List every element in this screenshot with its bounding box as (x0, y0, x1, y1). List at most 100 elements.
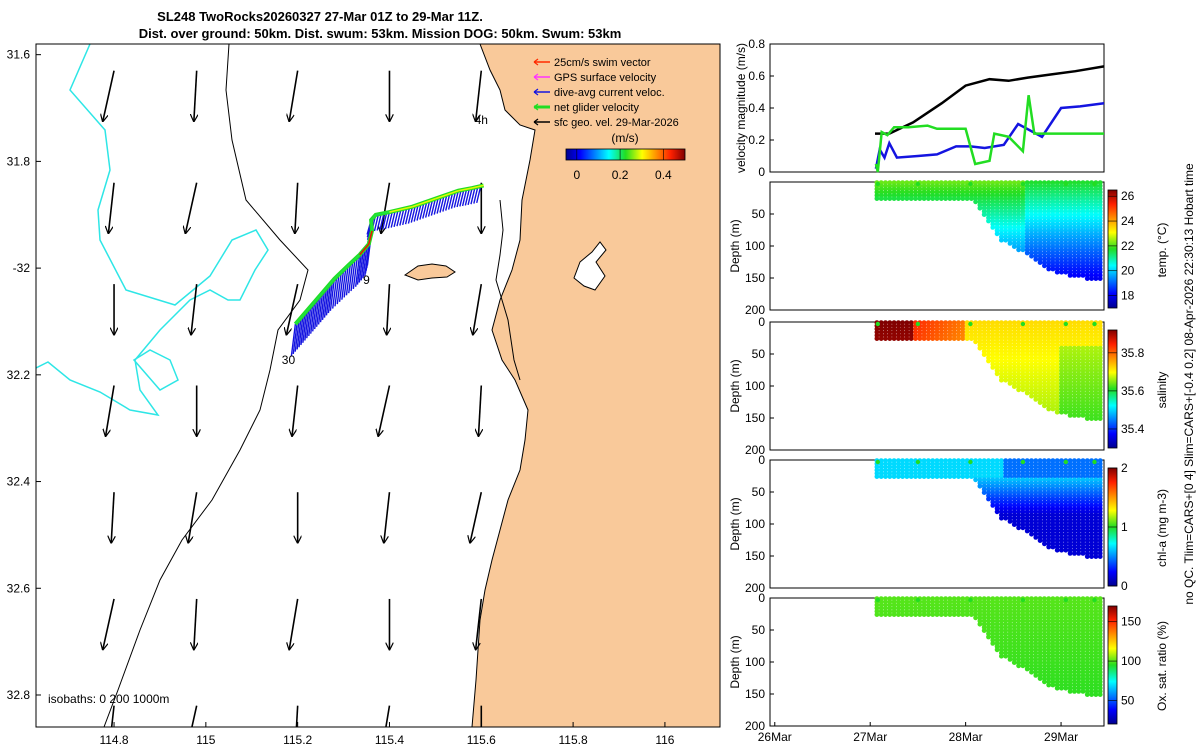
oxygen-data-point (1097, 692, 1103, 697)
dive-avg-current-stick (341, 267, 347, 300)
oxygen-data-point (1054, 685, 1060, 691)
dive-avg-current-stick (419, 202, 425, 220)
oxygen-data-point (1063, 685, 1069, 691)
salinity-data-point (874, 336, 880, 341)
salinity-data-point (1097, 416, 1103, 421)
salinity-y-ticks: 0 50 100 150 200 (745, 315, 774, 457)
chla-data-point (930, 474, 936, 479)
map-y-tick-label: 32.8 (7, 688, 31, 702)
swim-speed-segment (389, 205, 413, 213)
oxygen-data-point (956, 612, 961, 617)
salinity-data-point (999, 377, 1004, 383)
glider-track-group (290, 183, 485, 357)
chla-data-point (956, 474, 961, 479)
dive-avg-current-stick (436, 196, 442, 214)
dive-avg-current-stick (343, 265, 349, 298)
chla-data-point (934, 474, 940, 479)
oxygen-surface-point (1020, 597, 1026, 603)
salinity-data-point (1016, 387, 1021, 393)
map-legend: 25cm/s swim vector GPS surface velocity di… (533, 57, 679, 129)
dive-avg-current-stick (413, 204, 419, 222)
time-x-tick-label: 28Mar (949, 730, 983, 744)
salinity-data-point (994, 371, 1000, 377)
chla-colorbar-label: chl-a (mg m-3) (1155, 489, 1169, 567)
temperature-colorbar-tick-label: 26 (1121, 189, 1135, 203)
oxygen-data-point (1020, 663, 1026, 669)
geo-velocity-arrow (194, 598, 197, 649)
temperature-data-point (891, 196, 897, 202)
dive-avg-current-stick (464, 188, 471, 206)
salinity-data-point (921, 336, 927, 341)
chla-data-point (1016, 525, 1021, 531)
oxygen-y-tick-label: 100 (745, 655, 765, 669)
swim-speed-segment (375, 211, 390, 216)
temperature-surface-point (915, 181, 921, 187)
map-y-tick-label: 32.4 (7, 475, 31, 489)
map-x-tick-label: 115 (196, 733, 215, 747)
oxygen-data-point (1067, 689, 1073, 694)
legend-arrowhead (533, 103, 539, 111)
oxygen-data-point (926, 612, 931, 617)
oxygen-data-point (994, 647, 1000, 653)
oxygen-data-point (1033, 673, 1039, 678)
velocity-y-tick-label: 0.8 (748, 37, 765, 51)
geo-velocity-arrow (378, 385, 391, 436)
dive-avg-current-stick (345, 263, 352, 296)
oxygen-y-tick-label: 50 (752, 623, 766, 637)
temperature-colorbar-tick-label: 24 (1121, 214, 1135, 228)
map-x-tick-label: 115.4 (375, 733, 404, 747)
geo-velocity-arrow (185, 182, 198, 233)
time-x-tick-label: 26Mar (758, 730, 792, 744)
temperature-data-point (1076, 273, 1082, 278)
temperature-data-point (1093, 276, 1099, 281)
velocity-y-tick-label: 0.6 (748, 69, 765, 83)
temperature-data-point (1037, 260, 1043, 265)
salinity-data-point (960, 336, 966, 341)
dive-avg-current-stick (325, 283, 332, 316)
colorbar-tick-label: 0 (573, 168, 580, 182)
oxygen-data-point (878, 612, 884, 617)
dive-avg-current-stick (422, 201, 428, 219)
velocity-y-tick-label: 0.4 (748, 101, 765, 115)
dive-avg-current-stick (354, 254, 361, 287)
salinity-data-point (917, 336, 923, 341)
salinity-data-point (1072, 413, 1077, 418)
dive-avg-current-stick (433, 197, 439, 215)
velocity-y-tick-label: 0 (758, 165, 765, 179)
temperature-data-point (986, 218, 991, 224)
salinity-data-point (1076, 413, 1082, 418)
chla-colorbar-tick-label: 2 (1121, 461, 1128, 475)
temperature-data-point (896, 196, 901, 202)
oxygen-y-tick-label: 150 (745, 687, 765, 701)
geo-velocity-arrow (110, 705, 115, 727)
garden-island (403, 263, 456, 281)
legend-entry-label: 25cm/s swim vector (554, 57, 651, 69)
temperature-data-point (1059, 269, 1064, 275)
isobath-1000m-loop (132, 349, 179, 391)
isobath-1000m (36, 44, 269, 417)
dive-avg-current-stick (445, 193, 451, 211)
salinity-data-point (956, 336, 961, 341)
oxygen-y-ticks: 0 50 100 150 200 (745, 591, 774, 733)
chla-data-point (1093, 554, 1099, 559)
oxygen-x-ticks: 26Mar 27Mar 28Mar 29Mar (758, 722, 1078, 744)
salinity-data-point (1007, 381, 1013, 386)
salinity-surface-point (915, 321, 921, 327)
temperature-data-point (1003, 237, 1009, 243)
chla-data-point (1003, 515, 1009, 521)
oxygen-data-point (1016, 663, 1021, 669)
geo-velocity-arrow (385, 705, 391, 727)
chla-surface-point (1020, 459, 1026, 465)
dive-avg-current-stick (379, 212, 385, 231)
salinity-colorbar-gradient (1107, 329, 1118, 449)
temperature-data-point (1007, 241, 1013, 246)
chla-data-point (994, 509, 1000, 515)
salinity-data-point (947, 336, 953, 341)
oxygen-data-point (917, 612, 923, 617)
colorbar-unit-label: (m/s) (611, 131, 638, 145)
chla-data-point (1042, 541, 1047, 547)
temperature-data-point (1097, 276, 1103, 281)
chla-data-point (1063, 547, 1069, 553)
oxygen-data-point (1029, 669, 1034, 675)
oxygen-y-tick-label: 200 (745, 719, 765, 733)
